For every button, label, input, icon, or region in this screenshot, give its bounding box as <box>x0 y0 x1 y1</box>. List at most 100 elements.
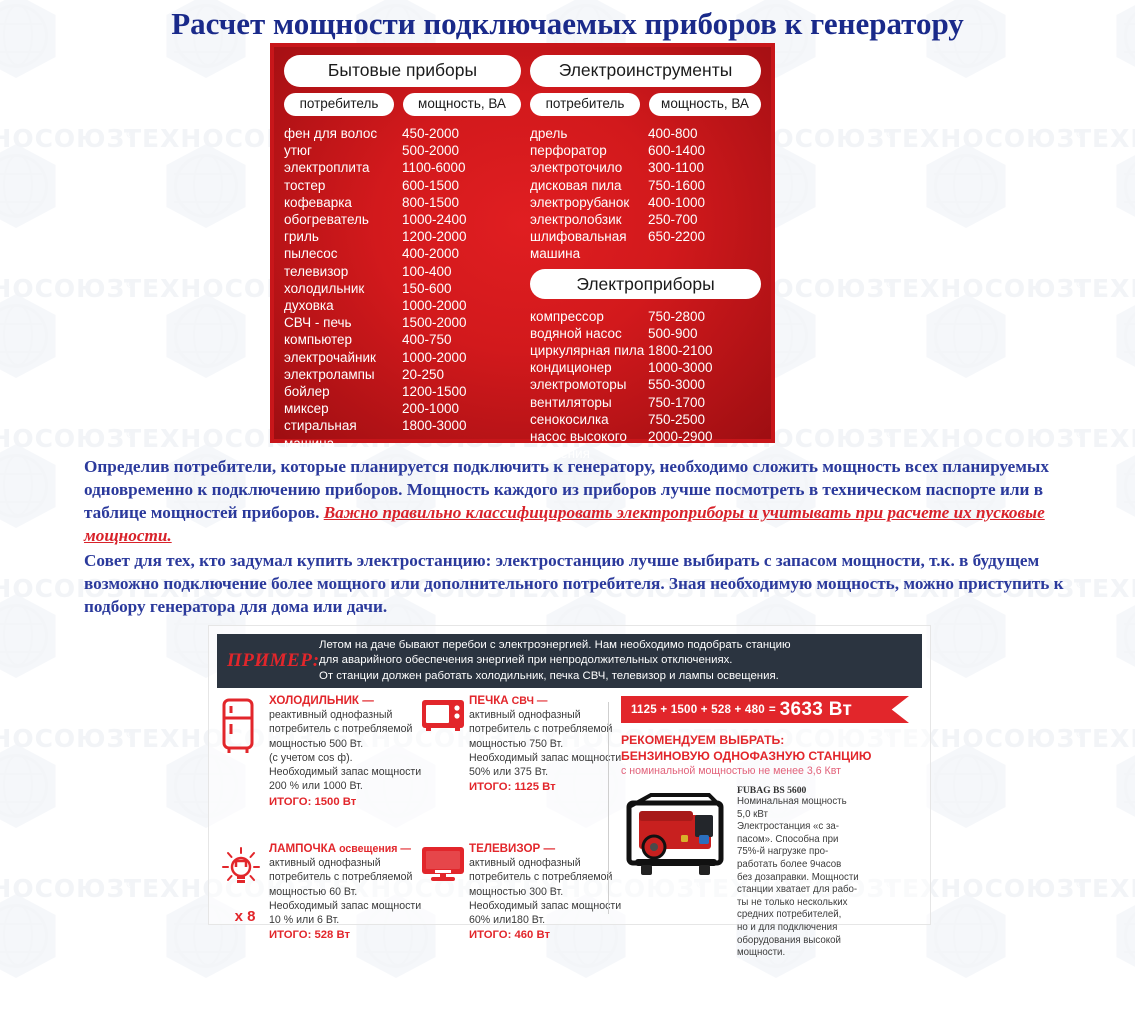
generator-model: FUBAG BS 5600 <box>737 785 807 796</box>
table-row: обогреватель 1000-2400 <box>284 211 521 228</box>
col-header-consumer-right: потребитель <box>530 93 640 116</box>
row-consumer: сенокосилка <box>530 411 609 427</box>
table-row: электрочайник 1000-2000 <box>284 349 521 366</box>
row-power: 1000-2000 <box>402 298 467 314</box>
table-row: пылесос 400-2000 <box>284 245 521 262</box>
table-row: электроточило 300-1100 <box>530 159 761 176</box>
card-total: ИТОГО: 1500 Вт <box>269 795 357 808</box>
row-power: 200-1000 <box>402 401 460 417</box>
microwave-icon <box>421 694 469 793</box>
row-power: 250-700 <box>648 212 698 228</box>
row-power: 500-2000 <box>402 143 460 159</box>
row-power: 750-1700 <box>648 394 706 410</box>
row-consumer: духовка <box>284 298 334 314</box>
row-consumer: электролобзик <box>530 212 622 228</box>
table-row: тостер 600-1500 <box>284 177 521 194</box>
row-power: 750-1600 <box>648 177 706 193</box>
page-title: Расчет мощности подключаемых приборов к … <box>171 6 964 41</box>
row-consumer: миксер <box>284 401 329 417</box>
col-header-power-left: мощность, ВА <box>403 93 521 116</box>
row-consumer: электроточило <box>530 160 623 176</box>
row-power: 600-1500 <box>402 177 460 193</box>
row-consumer: электролампы <box>284 366 375 382</box>
appliance-card: ХОЛОДИЛЬНИК — реактивный однофазный потре… <box>221 694 449 808</box>
row-power: 1000-3000 <box>648 360 713 376</box>
row-consumer: холодильник <box>284 280 365 296</box>
paragraph-two: Совет для тех, кто задумал купить электр… <box>84 551 1064 616</box>
row-consumer: циркулярная пила <box>530 343 645 359</box>
lamp-multiplier: x 8 <box>234 908 256 925</box>
appliance-card: ПЕЧКА СВЧ — активный однофазный потребите… <box>421 694 649 793</box>
row-consumer: вентиляторы <box>530 394 612 410</box>
paragraph-one: Определив потребители, которые планирует… <box>84 455 1088 547</box>
card-title: ЛАМПОЧКА освещения — <box>269 842 412 855</box>
col-header-power-right: мощность, ВА <box>649 93 761 116</box>
row-consumer: бойлер <box>284 384 330 400</box>
row-consumer: пылесос <box>284 246 338 262</box>
row-power: 550-3000 <box>648 377 706 393</box>
table-row: электрорубанок 400-1000 <box>530 194 761 211</box>
row-power: 500-900 <box>648 325 698 341</box>
row-power: 1800-2100 <box>648 343 713 359</box>
table-column-right: дрель 400-800 перфоратор 600-1400 электроточ… <box>530 125 761 462</box>
row-consumer: стиральная машина <box>284 418 357 451</box>
row-consumer: компьютер <box>284 332 353 348</box>
row-power: 1000-2400 <box>402 212 467 228</box>
row-consumer: гриль <box>284 229 319 245</box>
table-row: компьютер 400-750 <box>284 331 521 348</box>
row-power: 300-1100 <box>648 160 705 176</box>
group-heading-household: Бытовые приборы <box>284 55 521 87</box>
recommendation-line-3: с номинальной мощностью не менее 3,6 Квт <box>621 765 841 777</box>
row-consumer: компрессор <box>530 308 604 324</box>
table-row: фен для волос 450-2000 <box>284 125 521 142</box>
table-group-headings: Бытовые приборы Электроинструменты <box>284 55 761 87</box>
row-consumer: фен для волос <box>284 126 378 141</box>
table-row: миксер 200-1000 <box>284 400 521 417</box>
row-power: 400-750 <box>402 332 452 348</box>
row-consumer: электрорубанок <box>530 194 630 210</box>
summary-total: 3633 Вт <box>779 698 853 720</box>
card-title: ХОЛОДИЛЬНИК — <box>269 694 374 707</box>
row-consumer: кондиционер <box>530 360 612 376</box>
summary-terms: 1125 + 1500 + 528 + 480 <box>631 703 765 716</box>
table-row: электроплита 1100-6000 <box>284 159 521 176</box>
card-total: ИТОГО: 1125 Вт <box>469 781 556 794</box>
row-power: 100-400 <box>402 263 452 279</box>
row-power: 1800-3000 <box>402 418 467 434</box>
generator-photo <box>621 785 731 885</box>
table-row: СВЧ - печь 1500-2000 <box>284 314 521 331</box>
recommendation-line-2: БЕНЗИНОВУЮ ОДНОФАЗНУЮ СТАНЦИЮ <box>621 749 872 763</box>
table-column-headers: потребитель мощность, ВА потребитель мощ… <box>284 93 761 116</box>
row-consumer: утюг <box>284 143 312 159</box>
table-row: кофеварка 800-1500 <box>284 194 521 211</box>
table-row: водяной насос 500-900 <box>530 325 761 342</box>
row-power: 800-1500 <box>402 194 460 210</box>
row-consumer: водяной насос <box>530 325 622 341</box>
row-power: 400-800 <box>648 126 698 141</box>
group-heading-power-tools: Электроинструменты <box>530 55 761 87</box>
table-row: электромоторы 550-3000 <box>530 376 761 393</box>
table-row: кондиционер 1000-3000 <box>530 359 761 376</box>
row-consumer: кофеварка <box>284 194 352 210</box>
row-power: 1200-2000 <box>402 229 467 245</box>
table-row: компрессор 750-2800 <box>530 308 761 325</box>
table-row: бойлер 1200-1500 <box>284 383 521 400</box>
row-power: 600-1400 <box>648 143 706 159</box>
table-row: дисковая пила 750-1600 <box>530 177 761 194</box>
example-description: Летом на даче бывают перебои с электроэн… <box>319 639 791 682</box>
table-row: гриль 1200-2000 <box>284 228 521 245</box>
row-consumer: СВЧ - печь <box>284 315 352 331</box>
row-consumer: дрель <box>530 126 568 141</box>
refrigerator-icon <box>221 694 269 808</box>
row-consumer: электрочайник <box>284 349 376 365</box>
table-row: перфоратор 600-1400 <box>530 142 761 159</box>
row-power: 750-2800 <box>648 308 706 324</box>
group-heading-electric-appliances: Электроприборы <box>530 268 761 299</box>
row-consumer: электроплита <box>284 160 370 176</box>
power-table: Бытовые приборы Электроинструменты потре… <box>270 43 775 461</box>
row-power: 150-600 <box>402 280 452 296</box>
row-power: 450-2000 <box>402 126 460 141</box>
row-power: 1200-1500 <box>402 384 467 400</box>
row-power: 20-250 <box>402 366 445 382</box>
table-column-household: фен для волос 450-2000 утюг 500-2000 электро… <box>284 125 521 462</box>
